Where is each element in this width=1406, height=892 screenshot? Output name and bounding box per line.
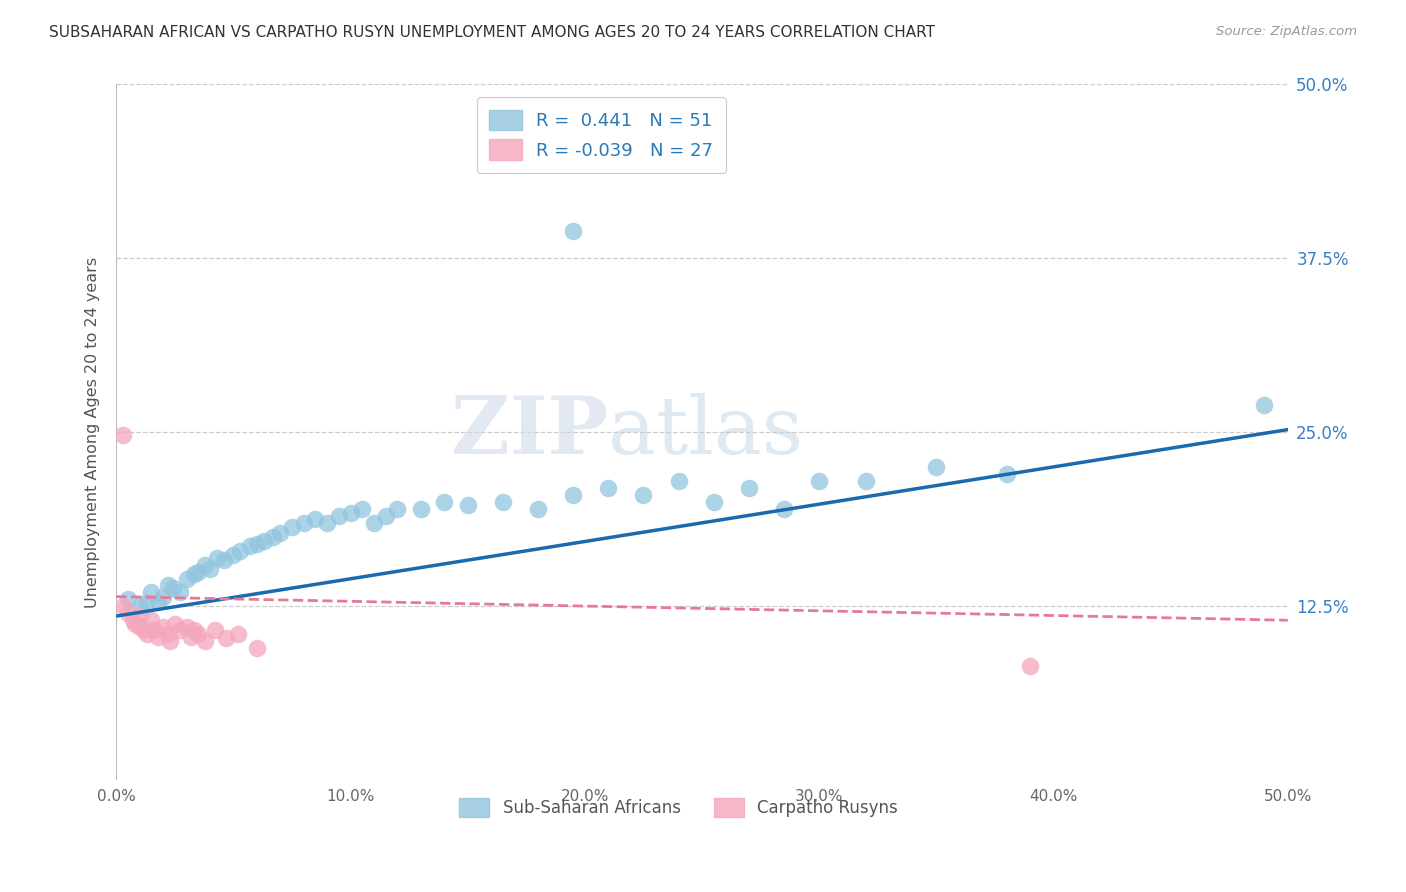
Point xyxy=(163,617,186,632)
Point xyxy=(198,562,221,576)
Point xyxy=(205,550,228,565)
Legend: Sub-Saharan Africans, Carpatho Rusyns: Sub-Saharan Africans, Carpatho Rusyns xyxy=(453,791,904,824)
Point xyxy=(668,474,690,488)
Point xyxy=(159,634,181,648)
Point xyxy=(339,506,361,520)
Point xyxy=(148,595,170,609)
Point xyxy=(169,585,191,599)
Point xyxy=(738,481,761,495)
Point xyxy=(176,572,198,586)
Point xyxy=(204,623,226,637)
Point xyxy=(135,595,157,609)
Point xyxy=(253,533,276,548)
Point xyxy=(169,623,191,637)
Point xyxy=(134,623,156,637)
Point xyxy=(269,525,291,540)
Point xyxy=(387,502,409,516)
Point xyxy=(855,474,877,488)
Point xyxy=(226,627,249,641)
Point xyxy=(176,620,198,634)
Point xyxy=(128,620,150,634)
Text: Source: ZipAtlas.com: Source: ZipAtlas.com xyxy=(1216,25,1357,38)
Point xyxy=(156,627,179,641)
Point xyxy=(229,543,252,558)
Point xyxy=(215,632,238,646)
Point xyxy=(246,537,269,551)
Point xyxy=(363,516,385,530)
Point xyxy=(141,585,163,599)
Point xyxy=(409,502,432,516)
Point xyxy=(128,599,150,614)
Text: atlas: atlas xyxy=(609,393,803,471)
Point xyxy=(808,474,831,488)
Point xyxy=(433,495,456,509)
Point xyxy=(562,223,585,237)
Point xyxy=(152,620,174,634)
Point xyxy=(142,623,165,637)
Point xyxy=(187,565,209,579)
Point xyxy=(292,516,315,530)
Point xyxy=(457,498,479,512)
Point xyxy=(995,467,1018,482)
Point xyxy=(773,502,796,516)
Point xyxy=(180,630,202,644)
Point xyxy=(135,627,157,641)
Point xyxy=(212,553,235,567)
Point xyxy=(527,502,550,516)
Point xyxy=(352,502,374,516)
Point xyxy=(328,508,350,523)
Point xyxy=(148,630,170,644)
Point xyxy=(194,558,217,572)
Point xyxy=(304,511,326,525)
Point xyxy=(246,641,269,656)
Point xyxy=(117,607,139,621)
Point xyxy=(162,581,184,595)
Point xyxy=(562,488,585,502)
Point xyxy=(156,578,179,592)
Point xyxy=(183,567,205,582)
Point xyxy=(262,530,284,544)
Point xyxy=(703,495,725,509)
Point xyxy=(222,548,245,562)
Text: ZIP: ZIP xyxy=(451,393,609,471)
Y-axis label: Unemployment Among Ages 20 to 24 years: Unemployment Among Ages 20 to 24 years xyxy=(86,257,100,608)
Point xyxy=(128,609,150,624)
Point xyxy=(112,599,135,614)
Point xyxy=(194,634,217,648)
Point xyxy=(1019,659,1042,673)
Point xyxy=(633,488,655,502)
Point xyxy=(598,481,620,495)
Point xyxy=(121,613,143,627)
Point xyxy=(183,623,205,637)
Text: SUBSAHARAN AFRICAN VS CARPATHO RUSYN UNEMPLOYMENT AMONG AGES 20 TO 24 YEARS CORR: SUBSAHARAN AFRICAN VS CARPATHO RUSYN UNE… xyxy=(49,25,935,40)
Point xyxy=(124,617,146,632)
Point xyxy=(152,590,174,604)
Point xyxy=(281,520,304,534)
Point xyxy=(374,508,396,523)
Point xyxy=(1253,398,1275,412)
Point xyxy=(316,516,339,530)
Point xyxy=(187,627,209,641)
Point xyxy=(112,428,135,442)
Point xyxy=(925,460,948,475)
Point xyxy=(239,540,262,554)
Point xyxy=(141,613,163,627)
Point xyxy=(492,495,515,509)
Point xyxy=(117,592,139,607)
